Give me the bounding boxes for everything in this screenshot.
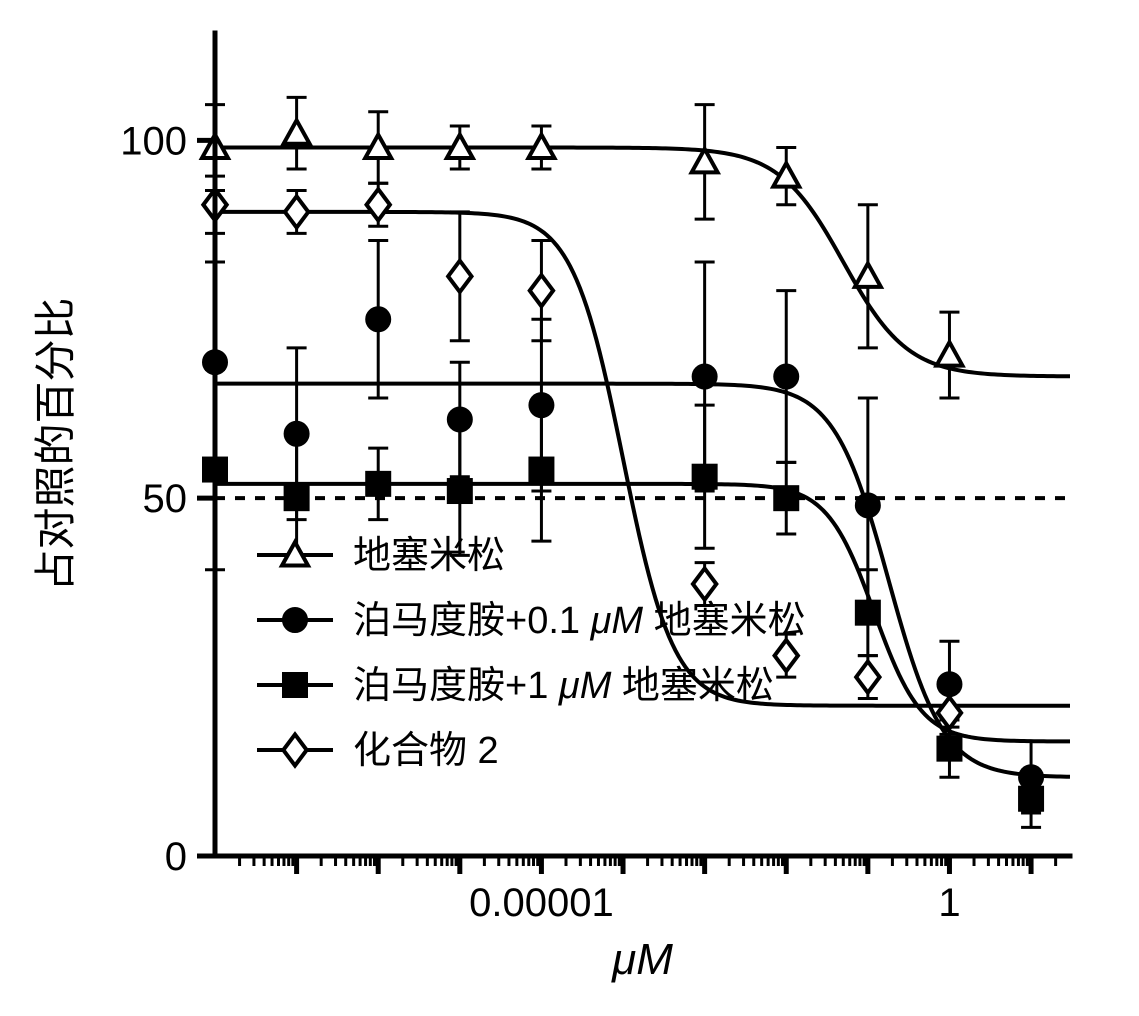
- y-tick-label: 0: [165, 835, 187, 879]
- legend-label: 泊马度胺+0.1 μM 地塞米松: [353, 600, 806, 642]
- legend-label: 泊马度胺+1 μM 地塞米松: [353, 665, 774, 707]
- legend-label: 地塞米松: [353, 535, 505, 577]
- x-axis-label: μM: [611, 935, 673, 984]
- y-tick-label: 100: [120, 119, 187, 163]
- x-tick-label: 1: [938, 881, 960, 925]
- dose-response-chart: 0 50 100 0.00001 1 μM 占对照的百分比地塞米松泊马度胺+0.1 μM 地…: [0, 0, 1139, 1016]
- y-axis-label: 占对照的百分比: [32, 297, 79, 591]
- x-tick-label: 0.00001: [469, 881, 614, 925]
- legend-label: 化合物 2: [353, 730, 499, 772]
- y-tick-label: 50: [143, 477, 188, 521]
